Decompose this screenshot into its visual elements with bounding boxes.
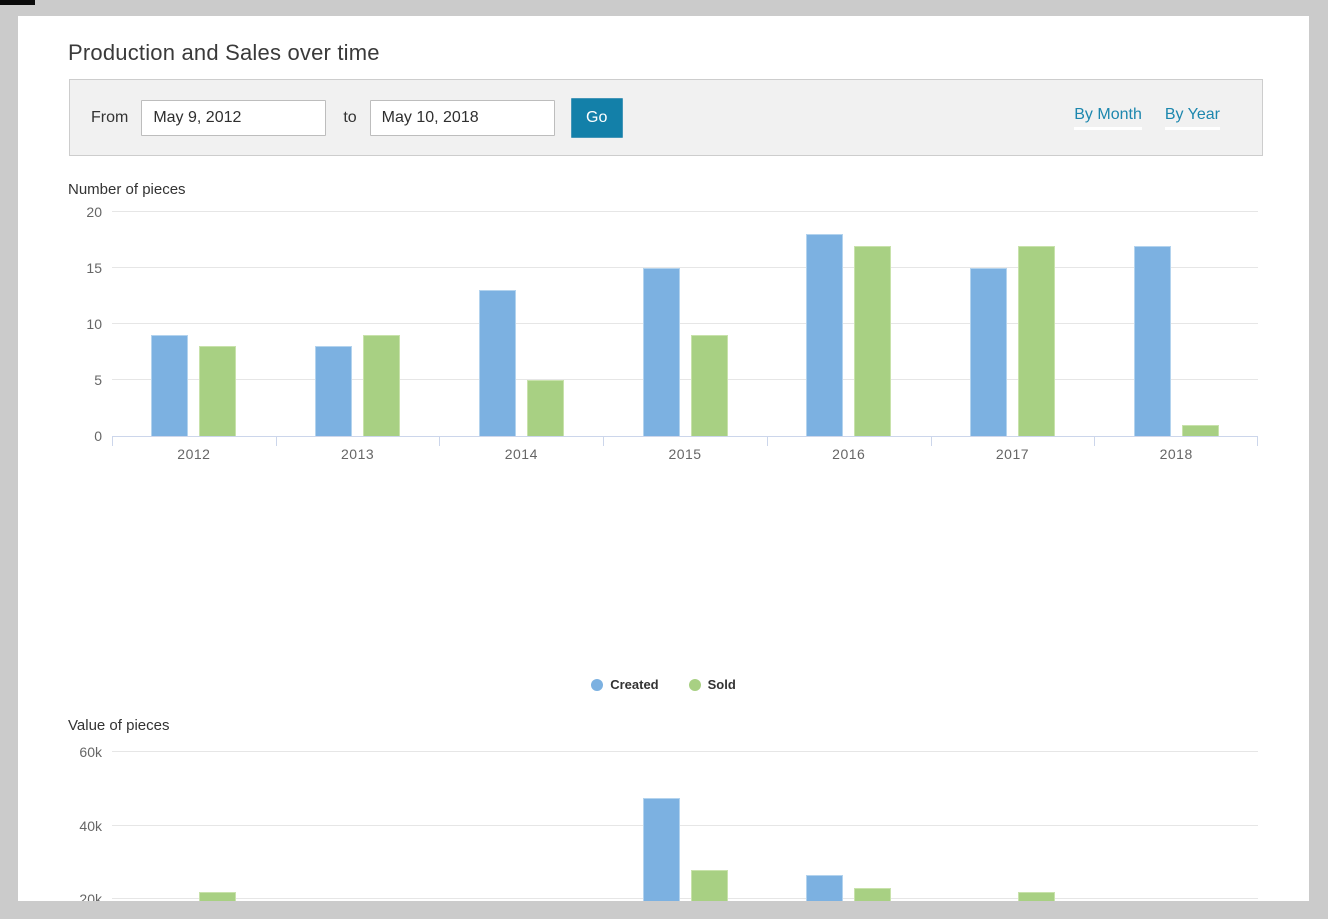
to-date-input[interactable]: [369, 99, 555, 136]
y-axis-label: 20k: [79, 891, 102, 901]
x-axis-label-2015: 2015: [668, 446, 702, 462]
y-axis-label: 0: [94, 428, 102, 444]
y-axis-label: 20: [86, 204, 102, 220]
gridline: [112, 211, 1258, 212]
from-label: From: [91, 108, 129, 126]
bar-sold-2015[interactable]: [690, 869, 728, 901]
bar-created-2014[interactable]: [478, 290, 516, 436]
plot-area: [112, 751, 1258, 901]
bar-sold-2012[interactable]: [199, 346, 237, 436]
bar-sold-2015[interactable]: [690, 335, 728, 436]
gridline: [112, 267, 1258, 268]
bar-sold-2016[interactable]: [854, 245, 892, 436]
bar-sold-2018[interactable]: [1181, 424, 1219, 436]
bar-sold-2017[interactable]: [1017, 891, 1055, 901]
from-date-input[interactable]: [141, 99, 327, 136]
bar-group-2016: [767, 212, 931, 436]
x-axis-label-2013: 2013: [341, 446, 375, 462]
bar-created-2018[interactable]: [1133, 245, 1171, 436]
bar-created-2016[interactable]: [806, 234, 844, 436]
page-title: Production and Sales over time: [68, 40, 380, 65]
x-axis-gutter-spacer: [68, 437, 112, 661]
plot-area: [112, 211, 1258, 446]
bar-sold-2014[interactable]: [526, 380, 564, 436]
date-filter-bar: From to Go By Month By Year: [69, 79, 1263, 156]
chart-value-of-pieces: Value of pieces 020k40k60k 2012201320142…: [18, 717, 1309, 901]
x-axis-tick: [439, 436, 441, 446]
y-axis-label: 60k: [79, 744, 102, 760]
x-axis-tick: [930, 436, 932, 446]
chart-title-number-of-pieces: Number of pieces: [68, 181, 186, 198]
bar-sold-2016[interactable]: [854, 888, 892, 901]
x-axis-tick: [1257, 436, 1258, 446]
legend-marker-sold-icon: [688, 678, 701, 691]
chart-title-value-of-pieces: Value of pieces: [68, 717, 170, 734]
x-axis-tick: [1094, 436, 1096, 446]
x-axis-labels: 2012 2013 2014 2015 2016 2017 2018: [112, 446, 1258, 661]
y-axis-label: 5: [94, 372, 102, 388]
gridline: [112, 898, 1258, 900]
x-axis-label-2018: 2018: [1159, 446, 1193, 462]
gridline: [112, 379, 1258, 380]
bar-group-2014: [439, 752, 603, 901]
bar-group-2017: [931, 752, 1095, 901]
bar-group-2013: [276, 212, 440, 436]
y-axis-label: 40k: [79, 817, 102, 834]
y-axis: 020k40k60k: [68, 745, 112, 901]
bar-group-2017: [931, 212, 1095, 436]
x-axis-tick: [766, 436, 768, 446]
chart-legend: Created Sold: [18, 677, 1309, 692]
x-axis-tick: [112, 436, 113, 446]
bar-created-2013[interactable]: [315, 346, 353, 436]
gridline: [112, 824, 1258, 826]
legend-item-created[interactable]: Created: [591, 677, 659, 692]
bar-created-2017[interactable]: [969, 268, 1007, 436]
x-axis-label-2012: 2012: [177, 446, 211, 462]
y-axis-label: 10: [86, 316, 102, 332]
x-axis-tick: [603, 436, 605, 446]
bar-group-2012: [112, 752, 276, 901]
x-axis-label-2017: 2017: [995, 446, 1030, 462]
x-axis-label-2014: 2014: [504, 446, 538, 462]
legend-label-sold: Sold: [707, 677, 736, 692]
bar-group-2014: [439, 212, 603, 436]
y-axis: 0 5 10 15 20: [68, 205, 112, 443]
bar-sold-2012[interactable]: [199, 891, 237, 901]
bar-group-2016: [767, 752, 931, 901]
legend-label-created: Created: [610, 677, 659, 692]
bar-group-2015: [603, 212, 767, 436]
legend-marker-created-icon: [591, 678, 604, 691]
bar-group-2012: [112, 212, 276, 436]
chart-number-of-pieces: Number of pieces 0 5 10 15 20 2012 2013 2014 20…: [18, 181, 1309, 692]
bar-created-2015[interactable]: [642, 268, 680, 436]
gridline: [112, 751, 1258, 752]
bar-created-2015[interactable]: [642, 798, 680, 901]
bar-group-2013: [276, 752, 440, 901]
bar-groups: [112, 212, 1258, 436]
legend-item-sold[interactable]: Sold: [688, 677, 736, 692]
go-button[interactable]: Go: [570, 97, 623, 138]
by-year-link[interactable]: By Year: [1164, 105, 1220, 130]
content-card: Production and Sales over time From to G…: [18, 16, 1309, 901]
x-axis-label-2016: 2016: [832, 446, 866, 462]
gridline: [112, 323, 1258, 324]
to-label: to: [343, 108, 357, 126]
bar-group-2015: [603, 752, 767, 901]
bar-sold-2017[interactable]: [1017, 245, 1055, 436]
bar-created-2012[interactable]: [151, 335, 189, 436]
bar-group-2018: [1094, 212, 1258, 436]
bar-created-2016[interactable]: [806, 875, 844, 901]
top-accent-bar: [0, 0, 35, 5]
bar-groups: [112, 752, 1258, 901]
by-month-link[interactable]: By Month: [1074, 105, 1142, 130]
bar-sold-2013[interactable]: [363, 335, 401, 436]
x-axis-tick: [275, 436, 277, 446]
bar-group-2018: [1094, 752, 1258, 901]
y-axis-label: 15: [86, 260, 102, 276]
